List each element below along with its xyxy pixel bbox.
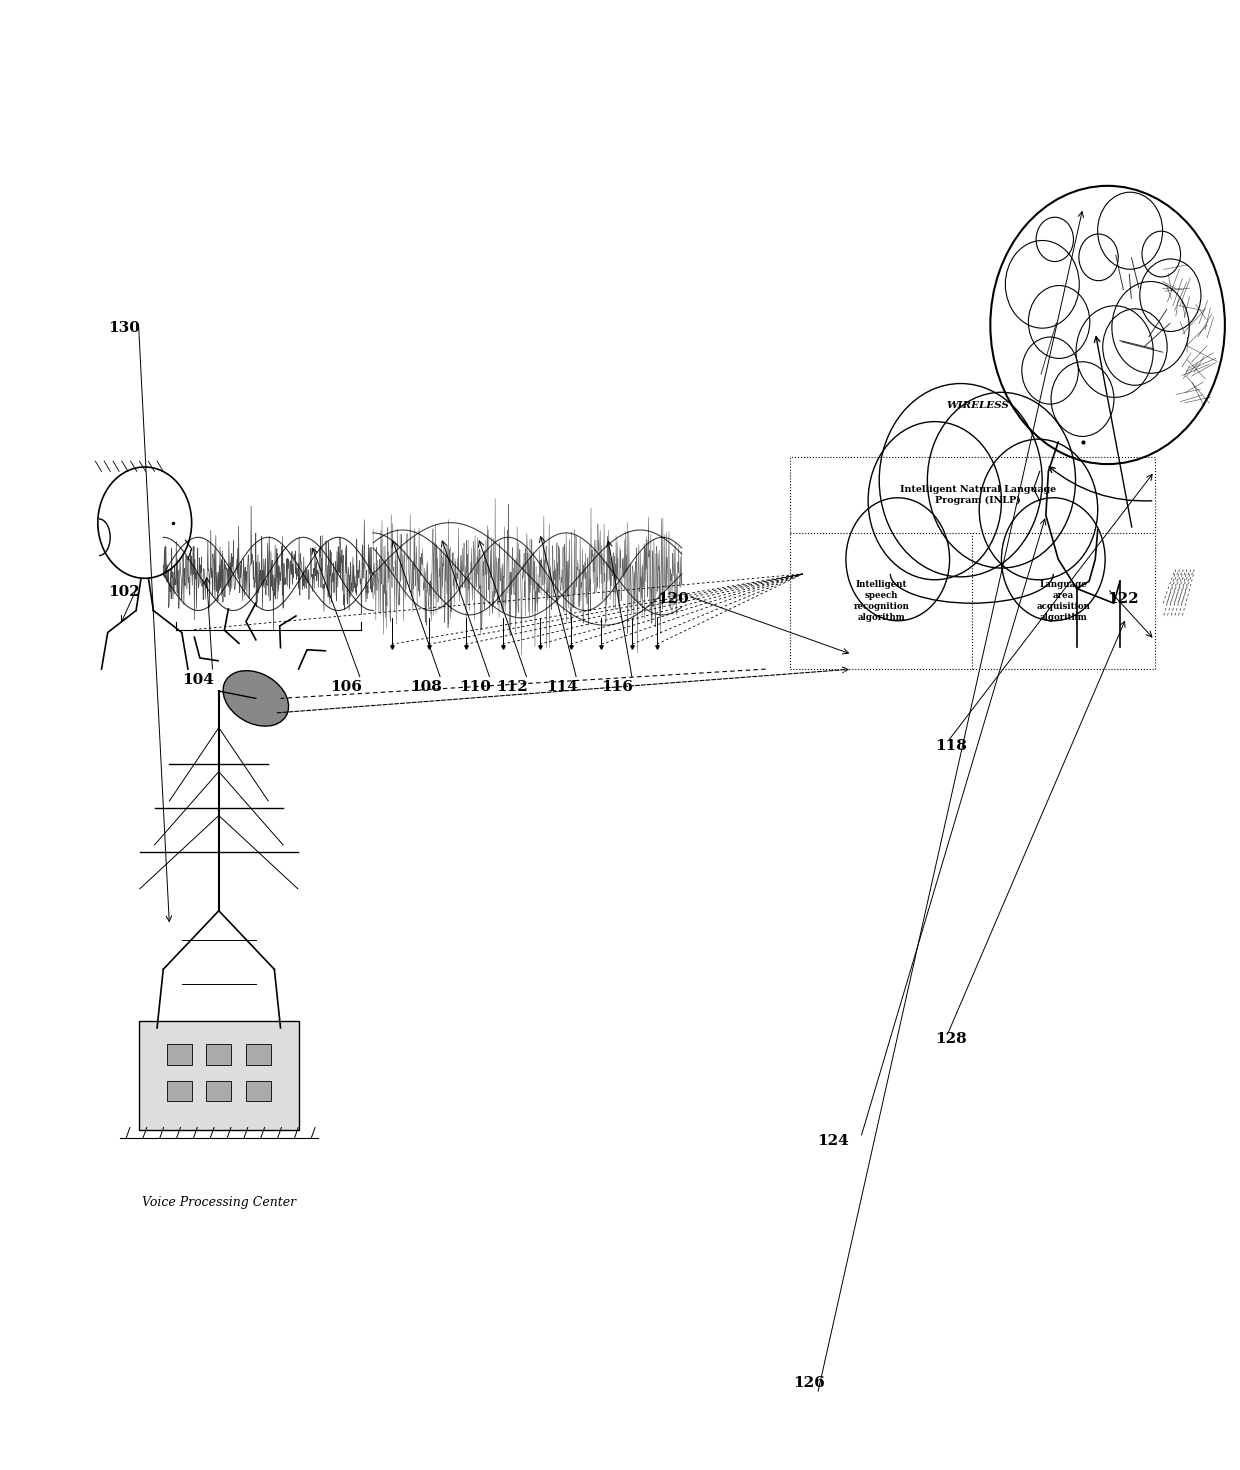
Text: 112: 112	[496, 681, 528, 694]
FancyBboxPatch shape	[246, 1080, 270, 1101]
FancyBboxPatch shape	[139, 1020, 299, 1130]
Text: 104: 104	[182, 673, 213, 686]
Text: Voice Processing Center: Voice Processing Center	[141, 1197, 296, 1210]
FancyBboxPatch shape	[207, 1044, 231, 1064]
Text: 108: 108	[410, 681, 441, 694]
Text: 118: 118	[935, 738, 967, 753]
Text: 110: 110	[460, 681, 491, 694]
Text: 130: 130	[108, 322, 140, 335]
Text: WIRELESS: WIRELESS	[946, 401, 1009, 410]
Text: 114: 114	[546, 681, 578, 694]
Ellipse shape	[223, 670, 289, 726]
Text: 126: 126	[792, 1376, 825, 1389]
FancyBboxPatch shape	[207, 1080, 231, 1101]
Text: Intelligent
speech
recognition
algorithm: Intelligent speech recognition algorithm	[853, 579, 909, 622]
Text: 116: 116	[601, 681, 634, 694]
Text: 128: 128	[935, 1032, 966, 1045]
FancyBboxPatch shape	[167, 1044, 192, 1064]
Text: Intelligent Natural Language
Program (INLP): Intelligent Natural Language Program (IN…	[900, 485, 1056, 506]
Text: 124: 124	[817, 1133, 849, 1148]
Text: 102: 102	[108, 585, 139, 598]
Text: 106: 106	[330, 681, 362, 694]
Text: 122: 122	[1107, 592, 1140, 606]
Text: 120: 120	[657, 592, 688, 606]
Text: Language
area
acquisition
algorithm: Language area acquisition algorithm	[1037, 579, 1090, 622]
FancyBboxPatch shape	[167, 1080, 192, 1101]
FancyBboxPatch shape	[246, 1044, 270, 1064]
